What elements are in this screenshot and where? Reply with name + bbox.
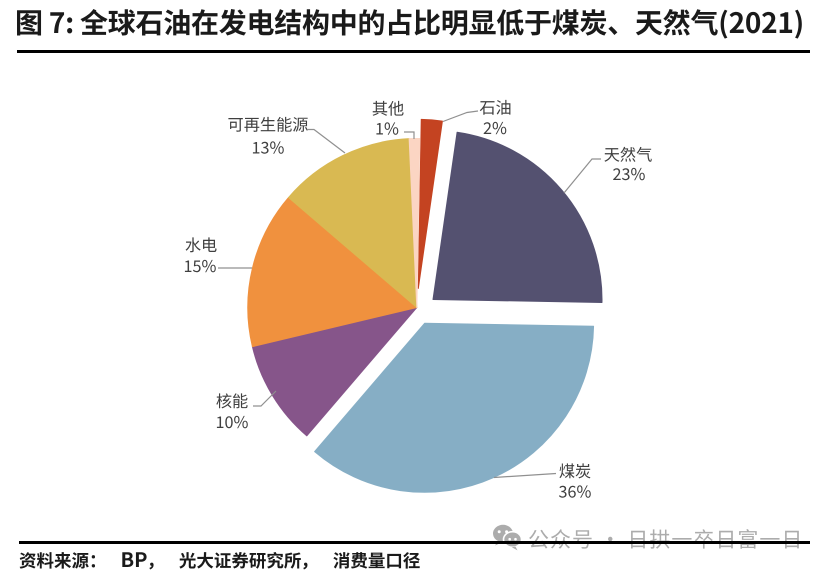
svg-text:天然气: 天然气 (604, 142, 653, 166)
svg-text:23%: 23% (613, 161, 646, 185)
svg-text:15%: 15% (184, 253, 217, 277)
svg-text:可再生能源: 可再生能源 (228, 112, 309, 136)
svg-text:2%: 2% (483, 115, 507, 139)
svg-text:13%: 13% (252, 135, 285, 159)
svg-text:核能: 核能 (216, 388, 248, 412)
svg-text:1%: 1% (375, 116, 399, 140)
svg-text:36%: 36% (559, 479, 592, 503)
svg-text:石油: 石油 (479, 95, 511, 119)
svg-text:其他: 其他 (372, 96, 404, 120)
svg-text:水电: 水电 (185, 232, 217, 256)
svg-text:煤炭: 煤炭 (559, 458, 591, 482)
svg-text:10%: 10% (216, 409, 249, 433)
